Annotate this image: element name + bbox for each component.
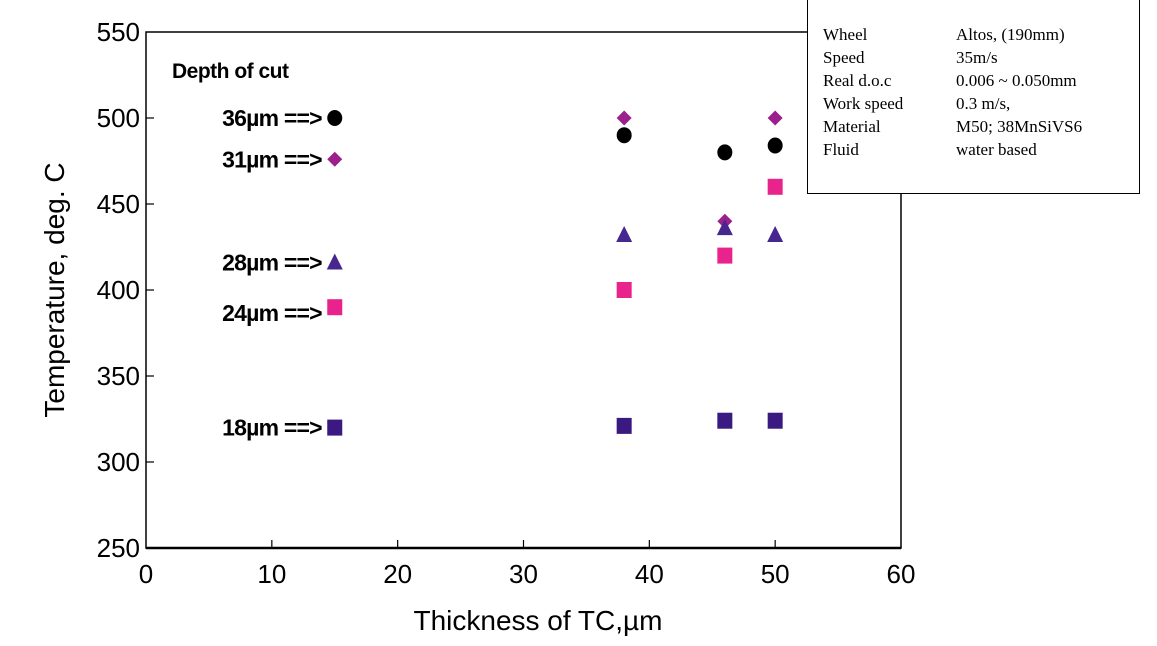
- y-tick-label: 550: [97, 17, 140, 47]
- legend: 36µm ==> 31µm ==> 28µm ==> 24µm ==> 18µm ==>: [222, 105, 323, 441]
- condition-key: Wheel: [823, 25, 868, 44]
- data-point-square: [717, 247, 733, 264]
- y-tick-label: 450: [97, 189, 140, 219]
- conditions-table: Wheel Altos, (190mm) Speed 35m/s Real d.…: [823, 23, 1082, 161]
- data-point-circle: [717, 144, 733, 161]
- experimental-conditions-box: Wheel Altos, (190mm) Speed 35m/s Real d.…: [807, 0, 1140, 194]
- condition-key: Real d.o.c: [823, 71, 892, 90]
- condition-key: Speed: [823, 48, 865, 67]
- x-tick-label: 20: [383, 559, 412, 589]
- legend-label: 28µm ==>: [222, 249, 322, 275]
- data-point-diamond: [616, 110, 632, 126]
- y-tick-label: 300: [97, 447, 140, 477]
- data-point-diamond: [767, 110, 783, 126]
- condition-key: Fluid: [823, 140, 859, 159]
- data-point-square: [717, 412, 733, 429]
- condition-value: 0.3 m/s,: [956, 94, 1011, 113]
- data-point-square: [616, 282, 632, 298]
- data-point-circle: [767, 137, 783, 154]
- data-point-square: [327, 419, 343, 436]
- data-point-circle: [327, 110, 343, 126]
- condition-row-work-speed: Work speed 0.3 m/s,: [823, 92, 1082, 115]
- x-tick-label: 60: [887, 559, 916, 589]
- legend-label: 36µm ==>: [222, 105, 322, 131]
- condition-value: water based: [956, 140, 1037, 159]
- y-tick-label: 400: [97, 275, 140, 305]
- condition-row-real-doc: Real d.o.c 0.006 ~ 0.050mm: [823, 69, 1082, 92]
- x-tick-label: 0: [139, 559, 153, 589]
- y-tick-label: 250: [97, 533, 140, 563]
- condition-row-fluid: Fluid water based: [823, 138, 1082, 161]
- data-point-square: [767, 178, 783, 195]
- data-point-square: [327, 299, 343, 316]
- legend-label: 24µm ==>: [222, 300, 322, 326]
- x-tick-label: 40: [635, 559, 664, 589]
- condition-value: 0.006 ~ 0.050mm: [956, 71, 1077, 90]
- data-point-triangle: [716, 219, 733, 236]
- condition-key: Material: [823, 117, 881, 136]
- y-tick-label: 500: [97, 103, 140, 133]
- condition-value: Altos, (190mm): [956, 25, 1065, 44]
- condition-value: M50; 38MnSiVS6: [956, 117, 1083, 136]
- data-point-diamond: [327, 151, 343, 167]
- y-axis-ticks: 250 300 350 400 450 500 550: [97, 17, 154, 563]
- data-point-circle: [616, 127, 632, 144]
- x-tick-label: 10: [257, 559, 286, 589]
- data-point-triangle: [326, 253, 343, 270]
- x-tick-label: 50: [761, 559, 790, 589]
- x-tick-label: 30: [509, 559, 538, 589]
- x-axis-ticks: 0 10 20 30 40 50 60: [139, 540, 916, 589]
- data-point-square: [616, 417, 632, 434]
- condition-row-speed: Speed 35m/s: [823, 46, 1082, 69]
- y-axis-title: Temperature, deg. C: [39, 162, 70, 417]
- data-points: [326, 110, 784, 436]
- condition-row-wheel: Wheel Altos, (190mm): [823, 23, 1082, 46]
- data-point-square: [767, 412, 783, 429]
- x-axis-title: Thickness of TC,µm: [413, 605, 662, 636]
- y-tick-label: 350: [97, 361, 140, 391]
- condition-row-material: Material M50; 38MnSiVS6: [823, 115, 1082, 138]
- legend-label: 18µm ==>: [222, 415, 322, 441]
- legend-title: Depth of cut: [172, 60, 289, 83]
- condition-value: 35m/s: [956, 48, 998, 67]
- data-point-triangle: [767, 225, 784, 242]
- condition-key: Work speed: [823, 94, 904, 113]
- legend-label: 31µm ==>: [222, 146, 322, 172]
- data-point-triangle: [616, 225, 633, 242]
